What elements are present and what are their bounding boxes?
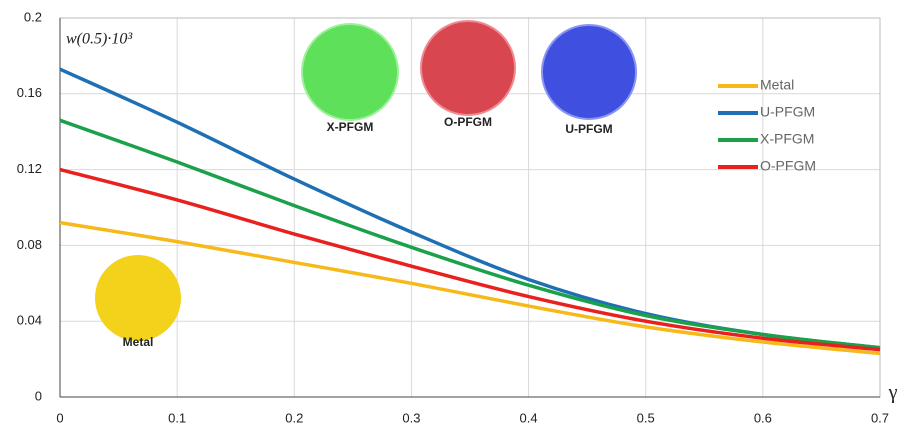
u-pfgm-section	[542, 25, 636, 119]
legend-label: X-PFGM	[760, 131, 814, 147]
x-tick-label: 0.3	[402, 410, 420, 425]
annotation: Metal	[123, 335, 154, 349]
x-tick-label: 0.4	[520, 410, 538, 425]
y-tick-label: 0.04	[17, 313, 42, 328]
y-tick-label: 0	[35, 388, 42, 403]
x-tick-label: 0	[56, 410, 63, 425]
legend-label: Metal	[760, 77, 794, 93]
y-tick-label: 0.12	[17, 161, 42, 176]
x-axis-label: γ	[888, 382, 898, 404]
x-tick-label: 0.2	[285, 410, 303, 425]
annotation: U-PFGM	[565, 122, 612, 136]
y-axis-label: w(0.5)·10³	[66, 31, 132, 48]
annotation: X-PFGM	[327, 120, 374, 134]
x-tick-label: 0.6	[754, 410, 772, 425]
y-tick-label: 0.16	[17, 85, 42, 100]
annotation: O-PFGM	[444, 115, 492, 129]
x-pfgm-section	[302, 24, 398, 120]
chart: w(0.5)·10³ γ 0 0.04 0.08 0.12 0.16 0.2 0 0.1 0.2…	[0, 0, 909, 427]
legend-label: U-PFGM	[760, 104, 815, 120]
y-tick-label: 0.08	[17, 237, 42, 252]
x-tick-label: 0.7	[871, 410, 889, 425]
metal-section	[95, 255, 181, 341]
legend-label: O-PFGM	[760, 158, 816, 174]
x-tick-label: 0.5	[637, 410, 655, 425]
y-tick-label: 0.2	[24, 9, 42, 24]
x-tick-label: 0.1	[168, 410, 186, 425]
o-pfgm-section	[421, 21, 515, 115]
